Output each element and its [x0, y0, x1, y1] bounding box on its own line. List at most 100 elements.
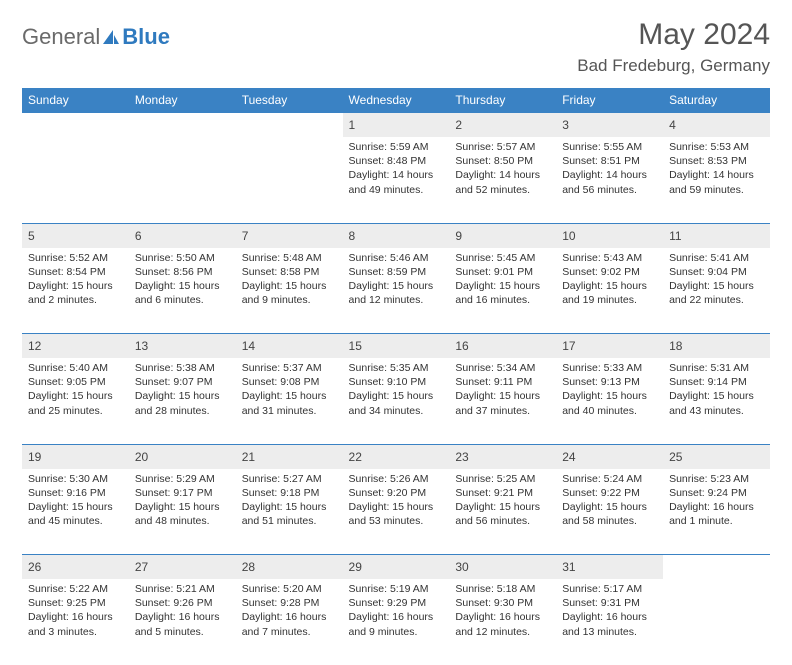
day-number-cell: 29 [343, 555, 450, 580]
day-number: 3 [562, 118, 569, 132]
day-details: Sunrise: 5:41 AMSunset: 9:04 PMDaylight:… [663, 248, 770, 314]
day-number-cell: 31 [556, 555, 663, 580]
day-cell: Sunrise: 5:34 AMSunset: 9:11 PMDaylight:… [449, 358, 556, 444]
day-number-cell: 9 [449, 223, 556, 248]
day-cell: Sunrise: 5:35 AMSunset: 9:10 PMDaylight:… [343, 358, 450, 444]
day-number: 18 [669, 339, 682, 353]
day-number-cell: 28 [236, 555, 343, 580]
day-number-cell: 8 [343, 223, 450, 248]
weekday-header: Thursday [449, 88, 556, 113]
week-row: Sunrise: 5:40 AMSunset: 9:05 PMDaylight:… [22, 358, 770, 444]
day-number: 24 [562, 450, 575, 464]
day-details: Sunrise: 5:46 AMSunset: 8:59 PMDaylight:… [343, 248, 450, 314]
day-number-cell: 16 [449, 334, 556, 359]
day-cell [129, 137, 236, 223]
day-number-cell: 7 [236, 223, 343, 248]
day-number: 12 [28, 339, 41, 353]
day-cell: Sunrise: 5:57 AMSunset: 8:50 PMDaylight:… [449, 137, 556, 223]
weekday-header: Friday [556, 88, 663, 113]
day-cell: Sunrise: 5:43 AMSunset: 9:02 PMDaylight:… [556, 248, 663, 334]
day-details: Sunrise: 5:34 AMSunset: 9:11 PMDaylight:… [449, 358, 556, 424]
day-number: 5 [28, 229, 35, 243]
day-cell: Sunrise: 5:46 AMSunset: 8:59 PMDaylight:… [343, 248, 450, 334]
day-details: Sunrise: 5:57 AMSunset: 8:50 PMDaylight:… [449, 137, 556, 203]
day-details: Sunrise: 5:31 AMSunset: 9:14 PMDaylight:… [663, 358, 770, 424]
day-number: 2 [455, 118, 462, 132]
weekday-header: Saturday [663, 88, 770, 113]
day-number-cell: 15 [343, 334, 450, 359]
day-number-cell: 30 [449, 555, 556, 580]
day-cell: Sunrise: 5:53 AMSunset: 8:53 PMDaylight:… [663, 137, 770, 223]
day-cell [236, 137, 343, 223]
day-cell: Sunrise: 5:22 AMSunset: 9:25 PMDaylight:… [22, 579, 129, 665]
daynum-row: 19202122232425 [22, 444, 770, 469]
day-cell: Sunrise: 5:40 AMSunset: 9:05 PMDaylight:… [22, 358, 129, 444]
day-number-cell: 1 [343, 113, 450, 138]
logo: General Blue [22, 18, 170, 50]
day-number: 7 [242, 229, 249, 243]
day-cell: Sunrise: 5:19 AMSunset: 9:29 PMDaylight:… [343, 579, 450, 665]
weekday-header: Sunday [22, 88, 129, 113]
logo-text-2: Blue [122, 24, 170, 50]
day-number: 26 [28, 560, 41, 574]
day-number-cell: 13 [129, 334, 236, 359]
day-number-cell: 22 [343, 444, 450, 469]
location: Bad Fredeburg, Germany [577, 56, 770, 76]
day-cell: Sunrise: 5:31 AMSunset: 9:14 PMDaylight:… [663, 358, 770, 444]
day-details: Sunrise: 5:59 AMSunset: 8:48 PMDaylight:… [343, 137, 450, 203]
day-cell: Sunrise: 5:38 AMSunset: 9:07 PMDaylight:… [129, 358, 236, 444]
day-cell [663, 579, 770, 665]
day-cell: Sunrise: 5:25 AMSunset: 9:21 PMDaylight:… [449, 469, 556, 555]
day-number-cell: 21 [236, 444, 343, 469]
weekday-header: Monday [129, 88, 236, 113]
day-details: Sunrise: 5:40 AMSunset: 9:05 PMDaylight:… [22, 358, 129, 424]
day-number: 8 [349, 229, 356, 243]
day-number: 29 [349, 560, 362, 574]
day-cell: Sunrise: 5:18 AMSunset: 9:30 PMDaylight:… [449, 579, 556, 665]
day-number-cell: 5 [22, 223, 129, 248]
day-number: 22 [349, 450, 362, 464]
day-number: 21 [242, 450, 255, 464]
day-cell: Sunrise: 5:45 AMSunset: 9:01 PMDaylight:… [449, 248, 556, 334]
day-number-cell: 23 [449, 444, 556, 469]
daynum-row: 1234 [22, 113, 770, 138]
day-number-cell: 2 [449, 113, 556, 138]
day-cell: Sunrise: 5:59 AMSunset: 8:48 PMDaylight:… [343, 137, 450, 223]
day-number-cell: 25 [663, 444, 770, 469]
day-details: Sunrise: 5:25 AMSunset: 9:21 PMDaylight:… [449, 469, 556, 535]
day-details: Sunrise: 5:45 AMSunset: 9:01 PMDaylight:… [449, 248, 556, 314]
day-number-cell [22, 113, 129, 138]
day-details: Sunrise: 5:38 AMSunset: 9:07 PMDaylight:… [129, 358, 236, 424]
day-number: 14 [242, 339, 255, 353]
day-cell: Sunrise: 5:21 AMSunset: 9:26 PMDaylight:… [129, 579, 236, 665]
day-details: Sunrise: 5:52 AMSunset: 8:54 PMDaylight:… [22, 248, 129, 314]
day-details: Sunrise: 5:29 AMSunset: 9:17 PMDaylight:… [129, 469, 236, 535]
day-number-cell: 19 [22, 444, 129, 469]
day-cell: Sunrise: 5:20 AMSunset: 9:28 PMDaylight:… [236, 579, 343, 665]
day-cell: Sunrise: 5:50 AMSunset: 8:56 PMDaylight:… [129, 248, 236, 334]
day-number: 9 [455, 229, 462, 243]
header: General Blue May 2024 Bad Fredeburg, Ger… [22, 18, 770, 76]
logo-text-1: General [22, 24, 100, 50]
day-number-cell [129, 113, 236, 138]
day-cell: Sunrise: 5:26 AMSunset: 9:20 PMDaylight:… [343, 469, 450, 555]
daynum-row: 26 27 28 29 3031 [22, 555, 770, 580]
day-number: 27 [135, 560, 148, 574]
day-number-cell: 14 [236, 334, 343, 359]
day-details: Sunrise: 5:27 AMSunset: 9:18 PMDaylight:… [236, 469, 343, 535]
week-row: Sunrise: 5:52 AMSunset: 8:54 PMDaylight:… [22, 248, 770, 334]
day-number-cell [663, 555, 770, 580]
day-number-cell: 6 [129, 223, 236, 248]
day-cell: Sunrise: 5:55 AMSunset: 8:51 PMDaylight:… [556, 137, 663, 223]
day-details: Sunrise: 5:23 AMSunset: 9:24 PMDaylight:… [663, 469, 770, 535]
month-title: May 2024 [577, 18, 770, 52]
day-number-cell: 3 [556, 113, 663, 138]
day-details: Sunrise: 5:26 AMSunset: 9:20 PMDaylight:… [343, 469, 450, 535]
weekday-header: Tuesday [236, 88, 343, 113]
daynum-row: 12131415161718 [22, 334, 770, 359]
day-number: 10 [562, 229, 575, 243]
day-number-cell: 24 [556, 444, 663, 469]
day-number: 1 [349, 118, 356, 132]
day-cell: Sunrise: 5:33 AMSunset: 9:13 PMDaylight:… [556, 358, 663, 444]
day-cell: Sunrise: 5:30 AMSunset: 9:16 PMDaylight:… [22, 469, 129, 555]
